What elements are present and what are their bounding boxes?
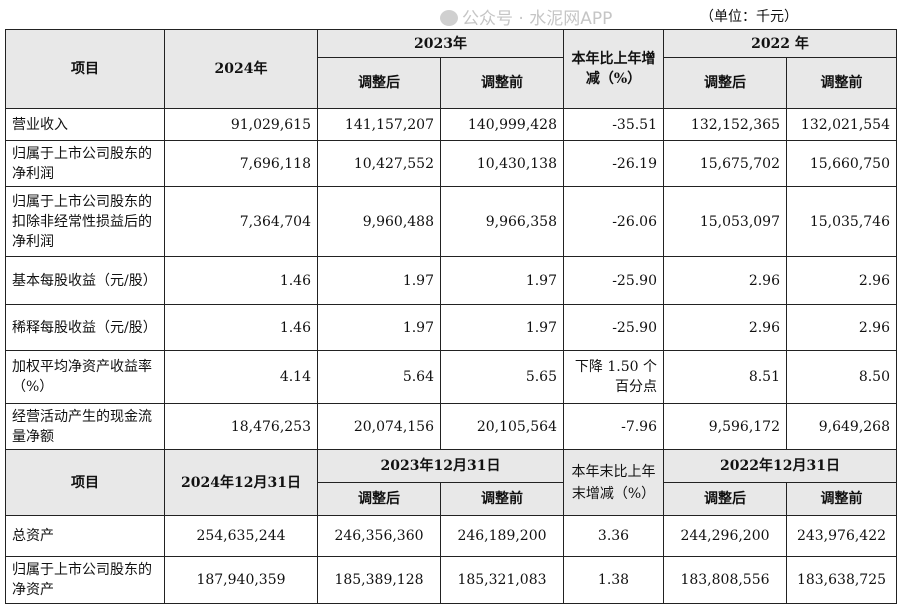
header2-change: 本年末比上年末增减（%）: [563, 449, 664, 516]
cell-v2023b: 185,321,083: [440, 556, 564, 604]
table-row: 营业收入 91,029,615 141,157,207 140,999,428 -35.…: [5, 108, 897, 141]
cell-v2024: 1.46: [164, 256, 318, 305]
cell-v2022a: 8.51: [663, 350, 787, 404]
cell-v2022b: 8.50: [786, 350, 897, 404]
cell-label: 归属于上市公司股东的扣除非经常性损益后的净利润: [5, 186, 165, 257]
table-row: 稀释每股收益（元/股） 1.46 1.97 1.97 -25.90 2.96 2.96: [5, 304, 897, 351]
cell-v2024: 7,364,704: [164, 186, 318, 257]
cell-v2022a: 183,808,556: [663, 556, 787, 604]
cell-v2023a: 5.64: [317, 350, 441, 404]
cell-v2022b: 2.96: [786, 304, 897, 351]
header2-2022-after: 调整后: [663, 482, 787, 516]
cell-label: 总资产: [5, 515, 165, 557]
cell-label: 归属于上市公司股东的净资产: [5, 556, 165, 604]
cell-v2022b: 183,638,725: [786, 556, 897, 604]
watermark: 公众号 · 水泥网APP: [440, 4, 612, 29]
cell-label: 加权平均净资产收益率（%）: [5, 350, 165, 404]
cell-chg: -25.90: [563, 256, 664, 305]
table-row: 经营活动产生的现金流量净额 18,476,253 20,074,156 20,105,…: [5, 403, 897, 450]
cell-v2024: 91,029,615: [164, 108, 318, 141]
cell-label: 经营活动产生的现金流量净额: [5, 403, 165, 450]
wechat-icon: [440, 10, 458, 26]
cell-v2024: 7,696,118: [164, 140, 318, 187]
cell-v2024: 187,940,359: [164, 556, 318, 604]
cell-v2023b: 246,189,200: [440, 515, 564, 557]
header-2022-after: 调整后: [663, 57, 787, 109]
cell-chg: -7.96: [563, 403, 664, 450]
cell-v2024: 1.46: [164, 304, 318, 351]
table-row: 基本每股收益（元/股） 1.46 1.97 1.97 -25.90 2.96 2.96: [5, 256, 897, 305]
header2-2023-after: 调整后: [317, 482, 441, 516]
cell-v2023a: 185,389,128: [317, 556, 441, 604]
table-row: 归属于上市公司股东的净资产 187,940,359 185,389,128 185,3…: [5, 556, 897, 604]
cell-v2022a: 2.96: [663, 304, 787, 351]
table-row: 归属于上市公司股东的净利润 7,696,118 10,427,552 10,430,1…: [5, 140, 897, 187]
cell-v2023b: 5.65: [440, 350, 564, 404]
cell-v2023a: 141,157,207: [317, 108, 441, 141]
header2-2022-before: 调整前: [786, 482, 897, 516]
header-2024: 2024年: [164, 29, 318, 109]
cell-v2023a: 246,356,360: [317, 515, 441, 557]
cell-v2024: 4.14: [164, 350, 318, 404]
financial-summary-table: 项目 2024年 2023年 本年比上年增减（%） 2022 年 调整后 调整前…: [5, 29, 897, 604]
cell-v2022a: 15,053,097: [663, 186, 787, 257]
cell-chg: -35.51: [563, 108, 664, 141]
header-2023-before: 调整前: [440, 57, 564, 109]
cell-v2023b: 10,430,138: [440, 140, 564, 187]
header-2022-before: 调整前: [786, 57, 897, 109]
cell-v2022a: 132,152,365: [663, 108, 787, 141]
header-change: 本年比上年增减（%）: [563, 29, 664, 109]
cell-v2024: 18,476,253: [164, 403, 318, 450]
cell-v2022b: 132,021,554: [786, 108, 897, 141]
table-row: 总资产 254,635,244 246,356,360 246,189,200 3.36…: [5, 515, 897, 557]
table-row: 归属于上市公司股东的扣除非经常性损益后的净利润 7,364,704 9,960,48…: [5, 186, 897, 257]
cell-label: 稀释每股收益（元/股）: [5, 304, 165, 351]
cell-chg: 下降 1.50 个百分点: [563, 350, 664, 404]
header-2023: 2023年: [317, 29, 564, 58]
cell-v2023a: 20,074,156: [317, 403, 441, 450]
cell-chg: -26.06: [563, 186, 664, 257]
cell-v2022b: 9,649,268: [786, 403, 897, 450]
header2-2022: 2022年12月31日: [663, 449, 897, 483]
header-2023-after: 调整后: [317, 57, 441, 109]
cell-chg: -26.19: [563, 140, 664, 187]
cell-v2022b: 15,660,750: [786, 140, 897, 187]
cell-v2023a: 9,960,488: [317, 186, 441, 257]
cell-v2022b: 243,976,422: [786, 515, 897, 557]
watermark-text: 公众号 · 水泥网APP: [462, 9, 613, 29]
cell-v2023b: 1.97: [440, 256, 564, 305]
cell-v2022b: 15,035,746: [786, 186, 897, 257]
cell-v2022a: 2.96: [663, 256, 787, 305]
cell-v2023a: 1.97: [317, 256, 441, 305]
header2-2023: 2023年12月31日: [317, 449, 564, 483]
cell-v2023b: 1.97: [440, 304, 564, 351]
cell-v2022a: 9,596,172: [663, 403, 787, 450]
cell-chg: 3.36: [563, 515, 664, 557]
unit-note: （单位：千元）: [700, 9, 798, 25]
cell-v2024: 254,635,244: [164, 515, 318, 557]
header2-2024: 2024年12月31日: [164, 449, 318, 516]
header-2022: 2022 年: [663, 29, 897, 58]
header2-2023-before: 调整前: [440, 482, 564, 516]
header2-item: 项目: [5, 449, 165, 516]
cell-v2022a: 244,296,200: [663, 515, 787, 557]
cell-v2023a: 10,427,552: [317, 140, 441, 187]
cell-v2023b: 20,105,564: [440, 403, 564, 450]
cell-label: 归属于上市公司股东的净利润: [5, 140, 165, 187]
table-row: 加权平均净资产收益率（%） 4.14 5.64 5.65 下降 1.50 个百分点 8.5…: [5, 350, 897, 404]
cell-chg: 1.38: [563, 556, 664, 604]
cell-v2023a: 1.97: [317, 304, 441, 351]
cell-label: 营业收入: [5, 108, 165, 141]
header-item: 项目: [5, 29, 165, 109]
cell-v2022a: 15,675,702: [663, 140, 787, 187]
cell-v2023b: 9,966,358: [440, 186, 564, 257]
cell-chg: -25.90: [563, 304, 664, 351]
cell-v2022b: 2.96: [786, 256, 897, 305]
cell-v2023b: 140,999,428: [440, 108, 564, 141]
cell-label: 基本每股收益（元/股）: [5, 256, 165, 305]
